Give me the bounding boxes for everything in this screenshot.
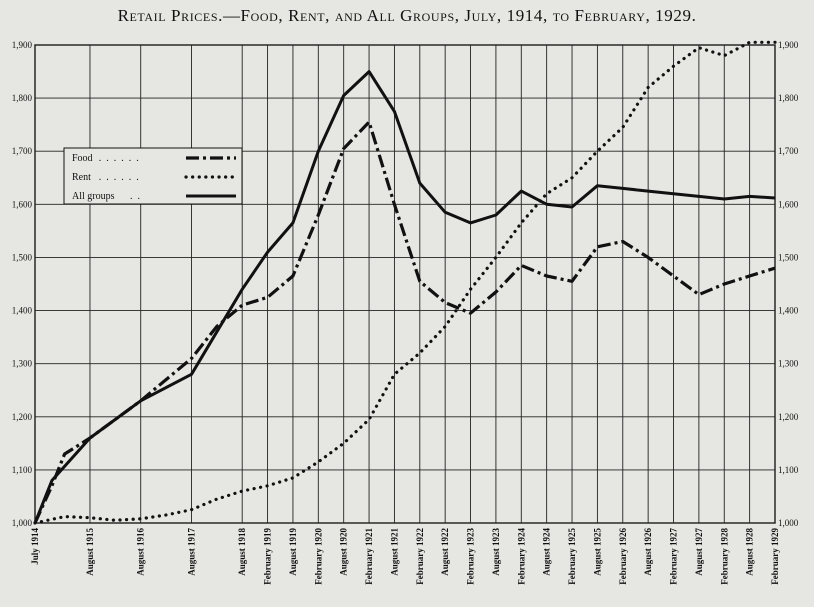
x-tick-label: August 1915 (85, 528, 95, 576)
y-tick-label-left: 1,100 (12, 465, 33, 475)
x-tick-label: February 1929 (770, 528, 780, 585)
series-line-all-groups (33, 70, 776, 524)
y-tick-label-left: 1,600 (12, 199, 33, 209)
x-tick-label: February 1920 (313, 528, 323, 585)
x-tick-label: February 1926 (618, 528, 628, 585)
x-tick-label: February 1928 (719, 528, 729, 585)
y-tick-label-right: 1,700 (778, 146, 799, 156)
x-tick-label: August 1925 (592, 528, 602, 576)
y-tick-label-left: 1,900 (12, 40, 33, 50)
legend: Food ...... Rent ...... All groups.. (63, 147, 243, 205)
x-tick-label: August 1922 (440, 528, 450, 576)
legend-label: Rent (72, 172, 91, 183)
plot-frame (34, 44, 776, 524)
legend-leader-dots: ...... (99, 153, 144, 164)
y-tick-label-left: 1,400 (12, 306, 33, 316)
x-tick-label: August 1919 (288, 528, 298, 576)
x-tick-label: August 1920 (339, 528, 349, 576)
x-tick-label: August 1927 (694, 528, 704, 576)
y-tick-label-right: 1,400 (778, 306, 799, 316)
y-axis-right-tick-labels: 1,000 1,100 1,200 1,300 1,400 1,500 1,600 1,700… (778, 40, 799, 528)
y-tick-label-left: 1,300 (12, 359, 33, 369)
y-tick-label-left: 1,200 (12, 412, 33, 422)
x-tick-label: August 1917 (186, 528, 196, 576)
x-tick-label: August 1916 (136, 528, 146, 576)
grid (34, 44, 776, 524)
y-axis-left-tick-labels: 1,000 1,100 1,200 1,300 1,400 1,500 1,600 1,700… (12, 40, 33, 528)
series-line-rent (33, 40, 777, 525)
x-tick-label: August 1921 (389, 528, 399, 576)
x-tick-label: February 1923 (466, 528, 476, 585)
legend-leader-dots: ...... (99, 172, 144, 183)
y-tick-label-left: 1,000 (12, 518, 33, 528)
x-axis-tick-labels: July 1914 August 1915 August 1916 August 19… (30, 528, 780, 585)
chart-title: Retail Prices.—Food, Rent, and All Group… (117, 6, 697, 25)
x-tick-label: July 1914 (30, 528, 40, 565)
y-tick-label-left: 1,800 (12, 93, 33, 103)
x-tick-label: February 1924 (516, 528, 526, 585)
x-tick-label: August 1924 (542, 528, 552, 576)
y-tick-label-right: 1,600 (778, 199, 799, 209)
legend-label: Food (72, 153, 93, 164)
x-tick-label: August 1918 (237, 528, 247, 576)
x-tick-label: August 1926 (643, 528, 653, 576)
y-tick-label-right: 1,800 (778, 93, 799, 103)
y-tick-label-right: 1,300 (778, 359, 799, 369)
legend-leader-dots: .. (130, 191, 145, 202)
y-tick-label-right: 1,000 (778, 518, 799, 528)
series-lines (33, 40, 777, 525)
x-tick-label: February 1927 (669, 528, 679, 585)
x-tick-label: February 1921 (364, 528, 374, 585)
y-tick-label-right: 1,200 (778, 412, 799, 422)
y-tick-label-right: 1,500 (778, 252, 799, 262)
legend-label: All groups (72, 191, 115, 202)
x-tick-label: August 1923 (491, 528, 501, 576)
y-tick-label-left: 1,700 (12, 146, 33, 156)
x-tick-label: February 1925 (567, 528, 577, 585)
y-tick-label-left: 1,500 (12, 252, 33, 262)
x-tick-label: August 1928 (745, 528, 755, 576)
y-tick-label-right: 1,100 (778, 465, 799, 475)
x-tick-label: February 1919 (263, 528, 273, 585)
x-tick-label: February 1922 (415, 528, 425, 585)
y-tick-label-right: 1,900 (778, 40, 799, 50)
